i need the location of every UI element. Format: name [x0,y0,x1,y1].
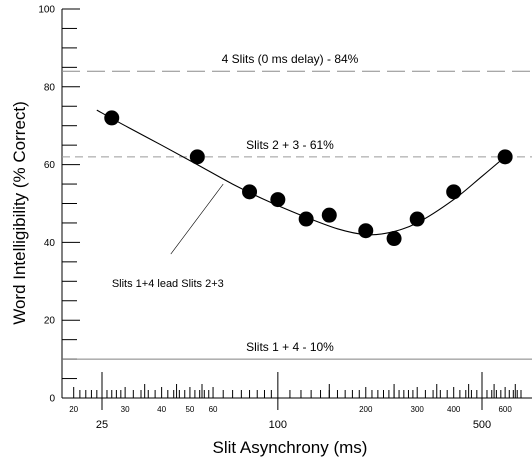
reference-line-label-2: Slits 2 + 3 - 61% [246,138,334,152]
x-tick-label: 30 [121,405,130,414]
fit-curve [96,109,506,236]
annotation-label: Slits 1+4 lead Slits 2+3 [112,278,224,290]
reference-line-label-3: Slits 1 + 4 - 10% [246,340,334,354]
reference-line-label-1: 4 Slits (0 ms delay) - 84% [222,52,359,66]
data-point [270,192,286,208]
y-tick-label: 100 [38,5,55,16]
y-tick-label: 40 [44,238,56,249]
data-point [446,184,462,200]
x-tick-label: 400 [447,405,461,414]
x-axis: 20 30 40 50 60 200 300 400 600 25 100 500 [62,372,532,431]
x-axis-title: Slit Asynchrony (ms) [213,438,368,457]
y-tick-label: 20 [44,316,56,327]
data-points [104,110,513,247]
y-axis: 0 20 40 60 80 100 [38,5,80,405]
y-tick-label: 80 [44,82,56,93]
data-point [242,184,258,200]
x-major-tick-label: 500 [473,419,491,431]
data-point [104,110,120,126]
annotation: Slits 1+4 lead Slits 2+3 [112,183,224,290]
x-major-tick-label: 25 [96,419,108,431]
data-point [409,211,425,227]
x-tick-label: 200 [359,405,373,414]
fit-curve-group [96,109,506,236]
data-point [386,231,402,247]
y-tick-label: 60 [44,160,56,171]
x-major-tick-label: 100 [269,419,287,431]
data-point [298,211,314,227]
x-tick-label: 50 [185,405,194,414]
reference-lines: 4 Slits (0 ms delay) - 84% Slits 2 + 3 - … [62,52,532,360]
data-point [189,149,205,165]
annotation-pointer [170,183,224,255]
data-point [358,223,374,239]
x-tick-label: 20 [69,405,78,414]
x-tick-label: 300 [411,405,425,414]
x-tick-label: 60 [209,405,218,414]
x-tick-label: 40 [157,405,166,414]
x-tick-label: 600 [498,405,512,414]
y-axis-title: Word Intelligibility (% Correct) [10,101,29,325]
data-point [321,207,337,223]
data-point [497,149,513,165]
y-tick-label: 0 [49,394,55,405]
